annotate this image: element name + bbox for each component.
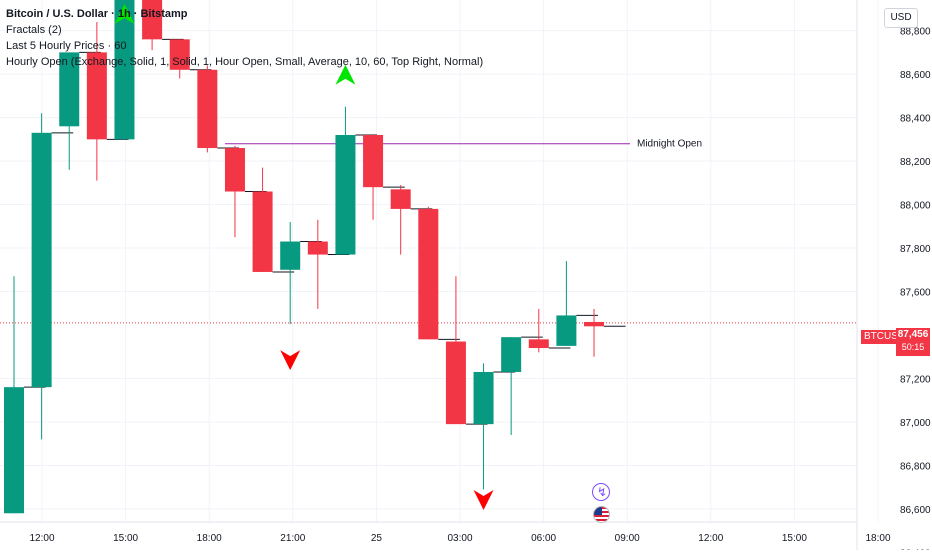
x-tick-label: 18:00: [197, 533, 222, 544]
fractal-down-arrow: [473, 490, 494, 510]
y-tick-label: 87,800: [900, 244, 931, 255]
candle-body: [445, 341, 466, 425]
candle-body: [280, 241, 301, 270]
y-tick-label: 88,400: [900, 114, 931, 125]
x-tick-label: 12:00: [29, 533, 54, 544]
x-tick-label: 18:00: [865, 533, 890, 544]
x-tick-label: 15:00: [782, 533, 807, 544]
legend-last-prices[interactable]: Last 5 Hourly Prices · 60: [6, 40, 127, 52]
candle-body: [197, 69, 218, 149]
y-tick-label: 87,000: [900, 418, 931, 429]
candle-body: [473, 371, 494, 425]
last-price-badge: 87,456 50:15: [896, 328, 930, 356]
x-tick-label: 06:00: [531, 533, 556, 544]
midnight-open-label: Midnight Open: [637, 139, 702, 150]
candle-body: [501, 337, 522, 372]
candle-body: [556, 315, 577, 346]
legend-fractals[interactable]: Fractals (2): [6, 24, 62, 36]
y-tick-label: 88,000: [900, 201, 931, 212]
candle-body: [224, 148, 245, 192]
candle-body: [4, 387, 24, 514]
candle-body: [31, 132, 52, 388]
candle-body: [528, 339, 549, 349]
candle-body: [114, 0, 135, 140]
candle-body: [252, 191, 273, 272]
y-tick-label: 88,200: [900, 157, 931, 168]
candle-body: [363, 134, 384, 188]
x-tick-label: 09:00: [615, 533, 640, 544]
fractal-down-arrow: [280, 350, 301, 371]
currency-button[interactable]: USD: [884, 8, 918, 28]
bar-countdown: 50:15: [901, 342, 925, 352]
y-tick-label: 88,600: [900, 70, 931, 81]
lightning-icon[interactable]: ↯: [592, 483, 610, 501]
x-tick-label: 03:00: [447, 533, 472, 544]
candle-body: [169, 39, 190, 70]
y-tick-label: 86,800: [900, 461, 931, 472]
fractal-up-arrow: [335, 64, 356, 85]
y-tick-label: 87,600: [900, 288, 931, 299]
candle-body: [584, 321, 605, 327]
us-flag-icon[interactable]: [593, 506, 610, 523]
x-tick-label: 21:00: [280, 533, 305, 544]
candle-body: [307, 241, 328, 255]
candle-body: [59, 52, 80, 127]
chart-legend: Bitcoin / U.S. Dollar · 1h · Bitstamp Fr…: [6, 6, 483, 70]
x-tick-label: 12:00: [698, 533, 723, 544]
y-tick-label: 86,600: [900, 505, 931, 516]
y-tick-label: 88,800: [900, 27, 931, 38]
candle-body: [86, 52, 107, 140]
fractal-up-arrow: [114, 4, 135, 24]
candle-body: [142, 0, 163, 40]
y-tick-label: 87,200: [900, 374, 931, 385]
legend-hourly-open[interactable]: Hourly Open (Exchange, Solid, 1, Solid, …: [6, 56, 484, 68]
candle-body: [390, 189, 411, 209]
candle-body: [418, 208, 439, 340]
candle-body: [335, 134, 356, 255]
last-price-value: 87,456: [897, 329, 929, 340]
x-tick-label: 25: [371, 533, 383, 544]
x-tick-label: 15:00: [113, 533, 138, 544]
chart-title[interactable]: Bitcoin / U.S. Dollar · 1h · Bitstamp: [6, 8, 188, 20]
